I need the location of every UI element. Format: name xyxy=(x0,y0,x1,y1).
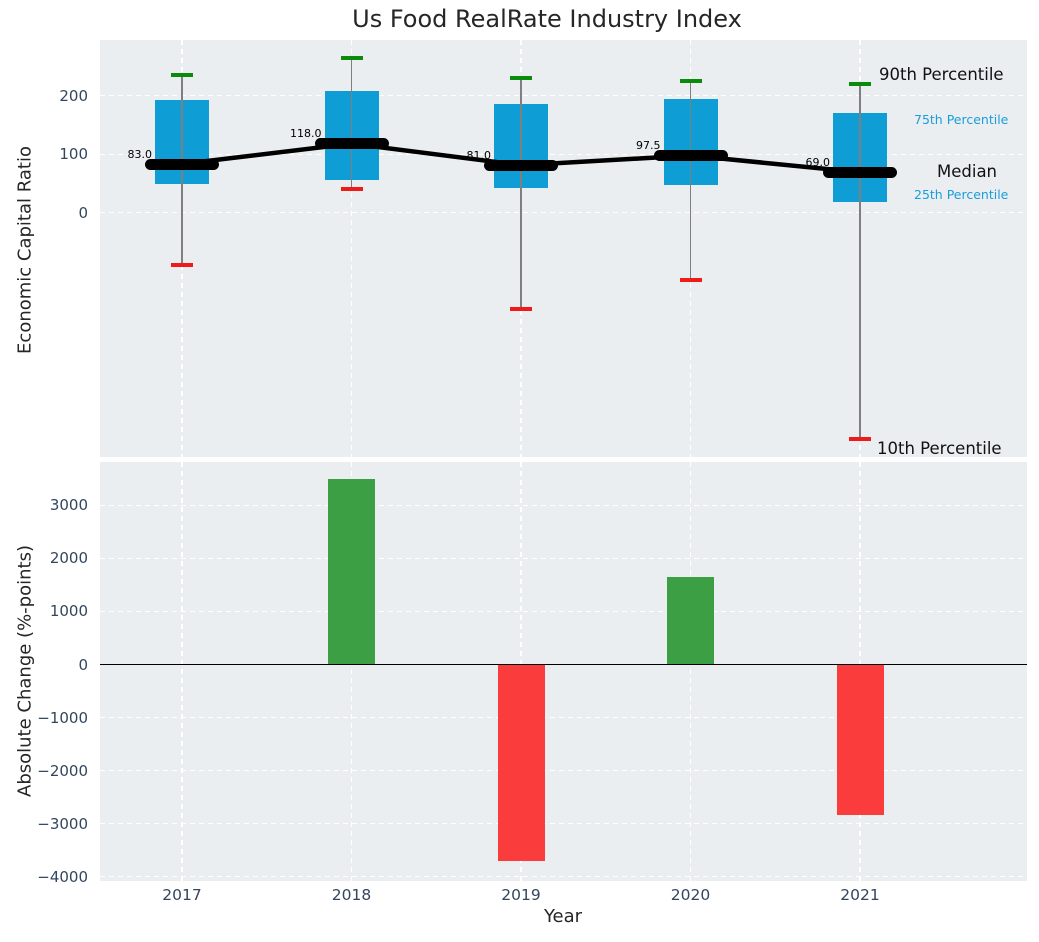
median-marker xyxy=(653,150,728,162)
p10-cap xyxy=(510,307,532,311)
median-annotation: 97.5 xyxy=(636,139,661,153)
x-tick-label: 2018 xyxy=(331,886,372,904)
y-tick-label: 200 xyxy=(59,86,88,105)
percentile-chart-panel xyxy=(100,40,1027,457)
whisker xyxy=(350,57,353,190)
y-tick-label: 1000 xyxy=(49,602,88,621)
p90-cap xyxy=(340,55,363,60)
y-tick-label: 2000 xyxy=(49,549,88,568)
x-axis-label: Year xyxy=(543,906,583,927)
bar xyxy=(497,664,545,861)
y-tick-label: 0 xyxy=(78,203,88,222)
legend-median: Median xyxy=(937,162,998,181)
whisker xyxy=(520,78,522,309)
whisker xyxy=(181,75,183,266)
gridline-v xyxy=(181,462,183,881)
median-marker xyxy=(484,159,558,171)
gridline-h xyxy=(100,557,1027,559)
median-marker xyxy=(314,138,389,150)
p90-cap xyxy=(679,79,702,83)
median-annotation: 83.0 xyxy=(127,147,153,161)
p90-cap xyxy=(171,73,193,78)
p10-cap xyxy=(340,187,363,191)
median-annotation: 69.0 xyxy=(805,155,831,169)
gridline-h xyxy=(100,823,1027,825)
gridline-h xyxy=(100,717,1027,719)
p90-cap xyxy=(510,76,532,80)
x-tick-label: 2017 xyxy=(162,886,202,904)
gridline-h xyxy=(100,95,1027,97)
gridline-h xyxy=(100,211,1027,214)
gridline-h xyxy=(100,504,1027,506)
chart-title: Us Food RealRate Industry Index xyxy=(352,5,742,33)
gridline-v xyxy=(689,462,692,881)
y-tick-label: 100 xyxy=(59,145,88,164)
y-tick-label: −2000 xyxy=(37,761,88,780)
median-annotation: 118.0 xyxy=(290,127,322,141)
x-tick-label: 2021 xyxy=(840,886,880,904)
gridline-h xyxy=(100,153,1027,155)
whisker xyxy=(689,81,692,281)
zero-line xyxy=(100,663,1027,666)
gridline-v xyxy=(350,40,353,457)
y-tick-label: 3000 xyxy=(49,496,88,515)
y-tick-label: −4000 xyxy=(37,867,88,886)
change-bar-chart-panel xyxy=(100,462,1027,881)
gridline-v xyxy=(350,462,353,881)
legend-90th-percentile: 90th Percentile xyxy=(879,65,1004,84)
median-line-svg xyxy=(181,141,861,175)
x-tick-label: 2019 xyxy=(501,886,541,904)
gridline-h xyxy=(100,610,1027,612)
x-tick-label: 2020 xyxy=(670,886,711,904)
bar xyxy=(667,577,714,665)
y-tick-label: 0 xyxy=(78,655,88,674)
legend-10th-percentile: 10th Percentile xyxy=(877,439,1002,458)
median-marker xyxy=(145,158,219,170)
y-tick-label: −1000 xyxy=(37,708,88,727)
bar xyxy=(328,479,375,665)
median-annotation: 81.0 xyxy=(466,148,492,162)
p10-cap xyxy=(679,278,702,283)
top-y-axis-label: Economic Capital Ratio xyxy=(14,146,36,354)
legend-75th-percentile: 75th Percentile xyxy=(914,112,1009,127)
gridline-h xyxy=(100,770,1027,772)
median-marker xyxy=(823,166,897,178)
p90-cap xyxy=(849,82,871,86)
p10-cap xyxy=(849,437,871,441)
gridline-h xyxy=(100,876,1027,878)
legend-25th-percentile: 25th Percentile xyxy=(914,187,1009,202)
whisker xyxy=(859,84,861,440)
y-tick-label: −3000 xyxy=(37,814,88,833)
bar xyxy=(836,664,884,816)
p10-cap xyxy=(171,263,193,267)
